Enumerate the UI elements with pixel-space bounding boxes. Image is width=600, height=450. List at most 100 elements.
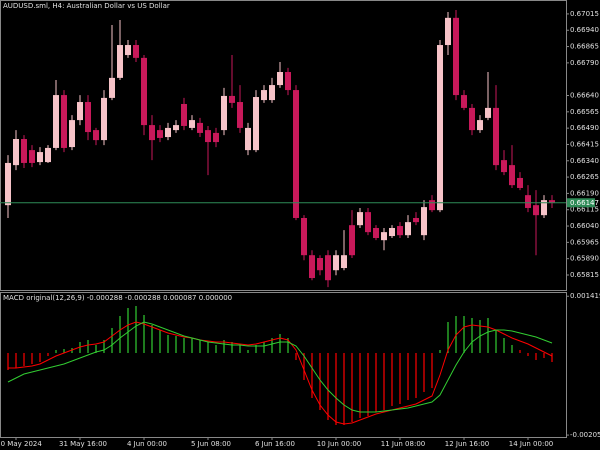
y-tick-label: 0.66415 xyxy=(570,140,599,148)
x-tick-label: 11 Jun 08:00 xyxy=(381,440,425,448)
x-tick-label: 6 Jun 16:00 xyxy=(255,440,295,448)
candle-body xyxy=(245,127,251,151)
candle-body xyxy=(77,102,83,121)
y-tick-label: 0.65815 xyxy=(570,271,599,279)
candle-body xyxy=(373,227,379,239)
candle-body xyxy=(509,165,515,186)
x-tick-label: 14 Jun 00:00 xyxy=(509,440,553,448)
candle-body xyxy=(93,130,99,141)
candle-body xyxy=(189,120,195,128)
candle-body xyxy=(213,132,219,143)
macd-panel-title: MACD original(12,26,9) -0.000288 -0.0002… xyxy=(3,294,232,302)
candle-body xyxy=(125,45,131,56)
candle-body xyxy=(317,258,323,271)
candle-body xyxy=(13,139,19,166)
y-tick-label: 0.66865 xyxy=(570,43,599,51)
macd-line xyxy=(7,321,553,413)
price-panel-title: AUDUSD.sml, H4: Australian Dollar vs US … xyxy=(3,2,170,10)
candle-body xyxy=(421,207,427,236)
price-label: 0.66147 xyxy=(570,199,599,207)
candle-body xyxy=(261,90,267,101)
y-tick-label: 0.65965 xyxy=(570,238,599,246)
candle-body xyxy=(85,102,91,133)
candle-body xyxy=(229,95,235,103)
candle-body xyxy=(365,212,371,233)
candle-body xyxy=(109,77,115,98)
candle-body xyxy=(173,125,179,131)
candle-body xyxy=(341,255,347,269)
candle-body xyxy=(405,222,411,236)
y-tick-label: 0.66790 xyxy=(570,59,599,67)
x-tick-label: 12 Jun 16:00 xyxy=(445,440,489,448)
candle-body xyxy=(205,130,211,143)
candle-body xyxy=(517,177,523,188)
candle-body xyxy=(221,95,227,131)
x-tick-label: 4 Jun 00:00 xyxy=(127,440,167,448)
candle-body xyxy=(45,147,51,163)
y-tick-label: 0.001419 xyxy=(570,292,600,300)
candle-body xyxy=(413,217,419,223)
y-tick-label: 0.66340 xyxy=(570,157,599,165)
candle-body xyxy=(165,127,171,138)
candle-body xyxy=(197,122,203,133)
candle-body xyxy=(157,130,163,138)
y-tick-label: 0.66490 xyxy=(570,124,599,132)
candle-body xyxy=(541,200,547,216)
candle-body xyxy=(285,72,291,91)
candle-body xyxy=(325,255,331,281)
x-tick-label: 10 Jun 00:00 xyxy=(317,440,361,448)
candle-body xyxy=(461,95,467,108)
y-tick-label: 0.66115 xyxy=(570,206,599,214)
y-tick-label: 0.65890 xyxy=(570,255,599,263)
candle-body xyxy=(293,90,299,218)
price-panel-frame xyxy=(0,0,567,291)
y-tick-label: 0.66190 xyxy=(570,189,599,197)
candle-body xyxy=(485,107,491,118)
y-tick-label: 0.66265 xyxy=(570,173,599,181)
candle-body xyxy=(397,226,403,236)
candle-body xyxy=(117,45,123,78)
candle-body xyxy=(477,120,483,131)
y-tick-label: -0.002052 xyxy=(570,431,600,439)
candle-body xyxy=(269,85,275,101)
candle-body xyxy=(501,160,507,173)
candle-body xyxy=(141,57,147,126)
candle-body xyxy=(301,217,307,256)
candle-body xyxy=(357,212,363,226)
candle-body xyxy=(445,17,451,46)
candle-body xyxy=(349,225,355,256)
x-tick-label: 5 Jun 08:00 xyxy=(191,440,231,448)
candle-body xyxy=(437,45,443,211)
candle-body xyxy=(69,120,75,148)
candle-body xyxy=(133,45,139,58)
y-tick-label: 0.66940 xyxy=(570,26,599,34)
candle-body xyxy=(253,97,259,151)
y-tick-label: 0.67015 xyxy=(570,10,599,18)
candle-body xyxy=(381,232,387,241)
candle-body xyxy=(453,17,459,96)
y-tick-label: 0.66040 xyxy=(570,222,599,230)
candle-body xyxy=(37,152,43,163)
candle-body xyxy=(61,95,67,148)
candle-body xyxy=(549,200,555,203)
y-tick-label: 0.66565 xyxy=(570,108,599,116)
candle-body xyxy=(389,227,395,237)
price-label-box xyxy=(567,198,595,208)
candle-body xyxy=(309,255,315,279)
candle-body xyxy=(333,255,339,271)
candle-body xyxy=(181,103,187,126)
x-tick-label: 30 May 2024 xyxy=(0,440,42,448)
x-tick-label: 31 May 16:00 xyxy=(59,440,107,448)
candle-body xyxy=(29,150,35,163)
candle-body xyxy=(493,107,499,166)
macd-panel-frame xyxy=(0,292,567,438)
candle-body xyxy=(277,72,283,86)
candle-body xyxy=(101,97,107,141)
y-tick-label: 0.66640 xyxy=(570,92,599,100)
candle-body xyxy=(469,107,475,131)
candle-body xyxy=(525,195,531,208)
macd-line xyxy=(8,321,553,425)
